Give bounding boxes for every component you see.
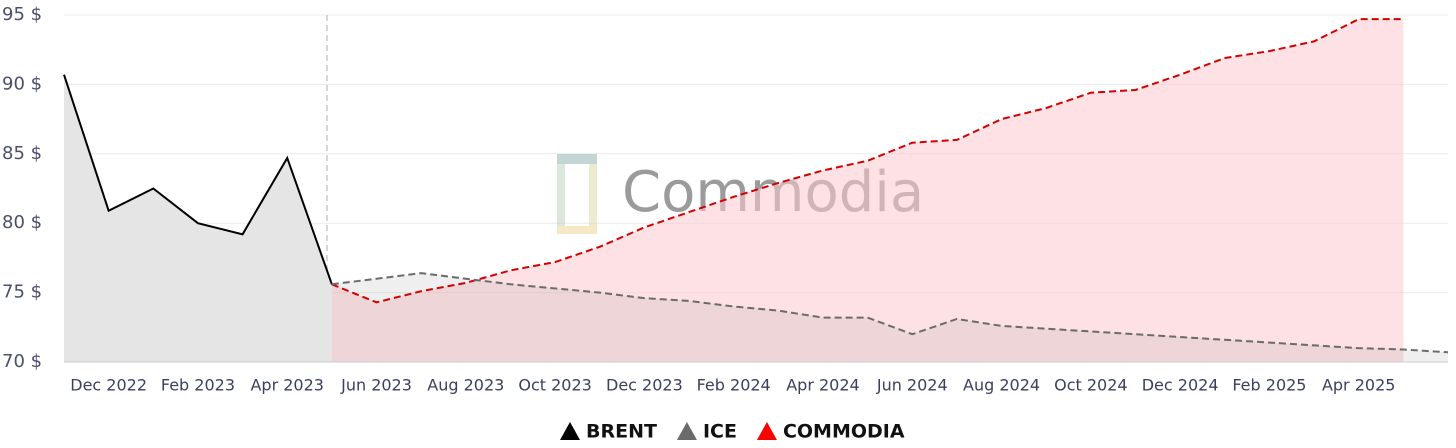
x-tick-label: Aug 2024 (963, 376, 1040, 395)
series-area (64, 74, 332, 363)
y-tick-label: 85 $ (2, 143, 42, 164)
legend-symbol (756, 422, 777, 440)
series-line (331, 272, 1449, 354)
x-tick-label: Feb 2024 (697, 376, 771, 395)
x-tick-label: Jun 2023 (340, 376, 412, 395)
x-tick-label: Apr 2024 (786, 376, 859, 395)
y-tick-label: 70 $ (2, 351, 42, 372)
legend-symbol (560, 422, 580, 440)
legend-label: COMMODIA (783, 421, 905, 443)
lines (63, 18, 1449, 354)
legend-label: ICE (703, 421, 737, 443)
legend-item: BRENT (560, 421, 657, 443)
legend-item: COMMODIA (756, 421, 905, 443)
watermark-icon (557, 154, 597, 234)
x-tick-label: Dec 2022 (70, 376, 147, 395)
x-tick-label: Oct 2024 (1054, 376, 1127, 395)
x-tick-label: Oct 2023 (518, 376, 591, 395)
legend-label: BRENT (586, 421, 657, 443)
x-tick-label: Aug 2023 (427, 376, 504, 395)
plot: Dec 2022 Feb 2023 Apr 2023 Jun 2023 Aug 2023… (63, 18, 1449, 443)
areas (64, 19, 1448, 363)
x-tick-label: Dec 2023 (606, 376, 683, 395)
series-line (331, 18, 1404, 304)
series-line (63, 74, 333, 285)
x-tick-label: Dec 2024 (1142, 376, 1219, 395)
legend-item: ICE (676, 421, 737, 443)
y-tick-label: 90 $ (2, 73, 42, 94)
legend: BRENT ICE COMMODIA (560, 421, 905, 443)
x-tick-label: Feb 2023 (161, 376, 235, 395)
y-tick-label: 95 $ (2, 4, 42, 25)
series-area (331, 19, 1404, 362)
x-tick-label: Apr 2025 (1322, 376, 1395, 395)
series-area (331, 273, 1448, 362)
x-tick-label: Feb 2025 (1232, 376, 1306, 395)
y-tick-label: 75 $ (2, 282, 42, 303)
x-tick-label: Jun 2024 (876, 376, 948, 395)
x-tick-label: Apr 2023 (250, 376, 323, 395)
legend-symbol (676, 422, 697, 440)
y-tick-label: 80 $ (2, 212, 42, 233)
